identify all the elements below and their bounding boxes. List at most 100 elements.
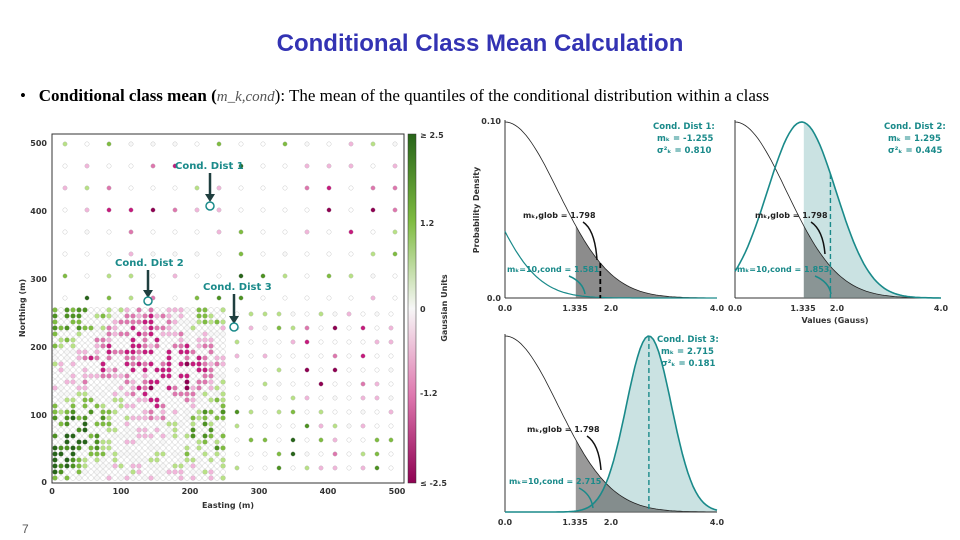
panel3-x-tick: 1.335: [562, 518, 588, 527]
sample-dot: [64, 355, 70, 361]
sample-dot: [82, 337, 88, 343]
sample-dot: [58, 445, 64, 451]
sample-dot: [190, 463, 196, 469]
sample-dot: [172, 421, 178, 427]
sample-dot: [94, 343, 100, 349]
sample-dot: [388, 367, 394, 373]
sample-dot: [360, 437, 366, 443]
sample-dot: [184, 325, 190, 331]
sample-dot: [202, 403, 208, 409]
sample-dot: [128, 207, 134, 213]
sample-dot: [58, 319, 64, 325]
sample-dot: [214, 319, 220, 325]
sample-dot: [148, 469, 154, 475]
sample-dot: [52, 385, 58, 391]
sample-dot: [304, 185, 310, 191]
sample-dot: [196, 373, 202, 379]
sample-dot: [118, 427, 124, 433]
sample-dot: [70, 319, 76, 325]
sample-dot: [196, 409, 202, 415]
sample-dot: [166, 325, 172, 331]
sample-dot: [238, 141, 244, 147]
sample-dot: [276, 325, 282, 331]
sample-dot: [112, 421, 118, 427]
sample-dot: [190, 415, 196, 421]
sample-dot: [130, 409, 136, 415]
sample-dot: [76, 361, 82, 367]
sample-dot: [154, 313, 160, 319]
sample-dot: [160, 343, 166, 349]
sample-dot: [136, 433, 142, 439]
sample-dot: [276, 423, 282, 429]
sample-dot: [148, 331, 154, 337]
sample-dot: [82, 451, 88, 457]
sample-dot: [100, 421, 106, 427]
sample-dot: [124, 475, 130, 481]
sample-dot: [130, 421, 136, 427]
sample-dot: [260, 163, 266, 169]
sample-dot: [194, 251, 200, 257]
sample-dot: [178, 475, 184, 481]
sample-dot: [172, 415, 178, 421]
sample-dot: [82, 373, 88, 379]
sample-dot: [88, 319, 94, 325]
sample-dot: [282, 295, 288, 301]
panel2-shaded-area: [803, 122, 941, 298]
sample-dot: [346, 423, 352, 429]
sample-dot: [94, 367, 100, 373]
sample-dot: [196, 415, 202, 421]
sample-dot: [220, 421, 226, 427]
sample-dot: [276, 311, 282, 317]
sample-dot: [196, 403, 202, 409]
map-y-tick: 200: [30, 343, 47, 352]
sample-dot: [100, 463, 106, 469]
panel2-dist-name: Cond. Dist 2:: [884, 122, 946, 132]
sample-dot: [106, 409, 112, 415]
sample-dot: [154, 325, 160, 331]
sample-dot: [82, 355, 88, 361]
sample-dot: [214, 445, 220, 451]
sample-dot: [112, 415, 118, 421]
sample-dot: [76, 475, 82, 481]
sample-dot: [88, 331, 94, 337]
sample-dot: [150, 251, 156, 257]
sample-dot: [76, 307, 82, 313]
sample-dot: [58, 397, 64, 403]
sample-dot: [112, 367, 118, 373]
sample-dot: [58, 475, 64, 481]
sample-dot: [130, 379, 136, 385]
sample-dot: [100, 433, 106, 439]
sample-dot: [160, 391, 166, 397]
sample-dot: [318, 395, 324, 401]
colorbar-label: Gaussian Units: [440, 274, 449, 342]
sample-dot: [220, 367, 226, 373]
sample-dot: [216, 273, 222, 279]
sample-dot: [304, 353, 310, 359]
sample-dot: [130, 391, 136, 397]
sample-dot: [94, 415, 100, 421]
sample-dot: [94, 355, 100, 361]
sample-dot: [360, 423, 366, 429]
sample-dot: [94, 439, 100, 445]
sample-dot: [64, 331, 70, 337]
sample-dot: [118, 463, 124, 469]
sample-dot: [370, 185, 376, 191]
sample-dot: [208, 457, 214, 463]
sample-dot: [148, 457, 154, 463]
sample-dot: [318, 465, 324, 471]
sample-dot: [148, 397, 154, 403]
sample-dot: [332, 451, 338, 457]
sample-dot: [58, 409, 64, 415]
sample-dot: [160, 421, 166, 427]
sample-dot: [282, 251, 288, 257]
sample-dot: [52, 463, 58, 469]
sample-dot: [148, 421, 154, 427]
panel2-global-shaded: [803, 225, 941, 298]
sample-dot: [58, 307, 64, 313]
sample-dot: [94, 379, 100, 385]
sample-dot: [214, 469, 220, 475]
sample-dot: [392, 163, 398, 169]
sample-dot: [154, 355, 160, 361]
sample-dot: [112, 451, 118, 457]
sample-dot: [238, 163, 244, 169]
